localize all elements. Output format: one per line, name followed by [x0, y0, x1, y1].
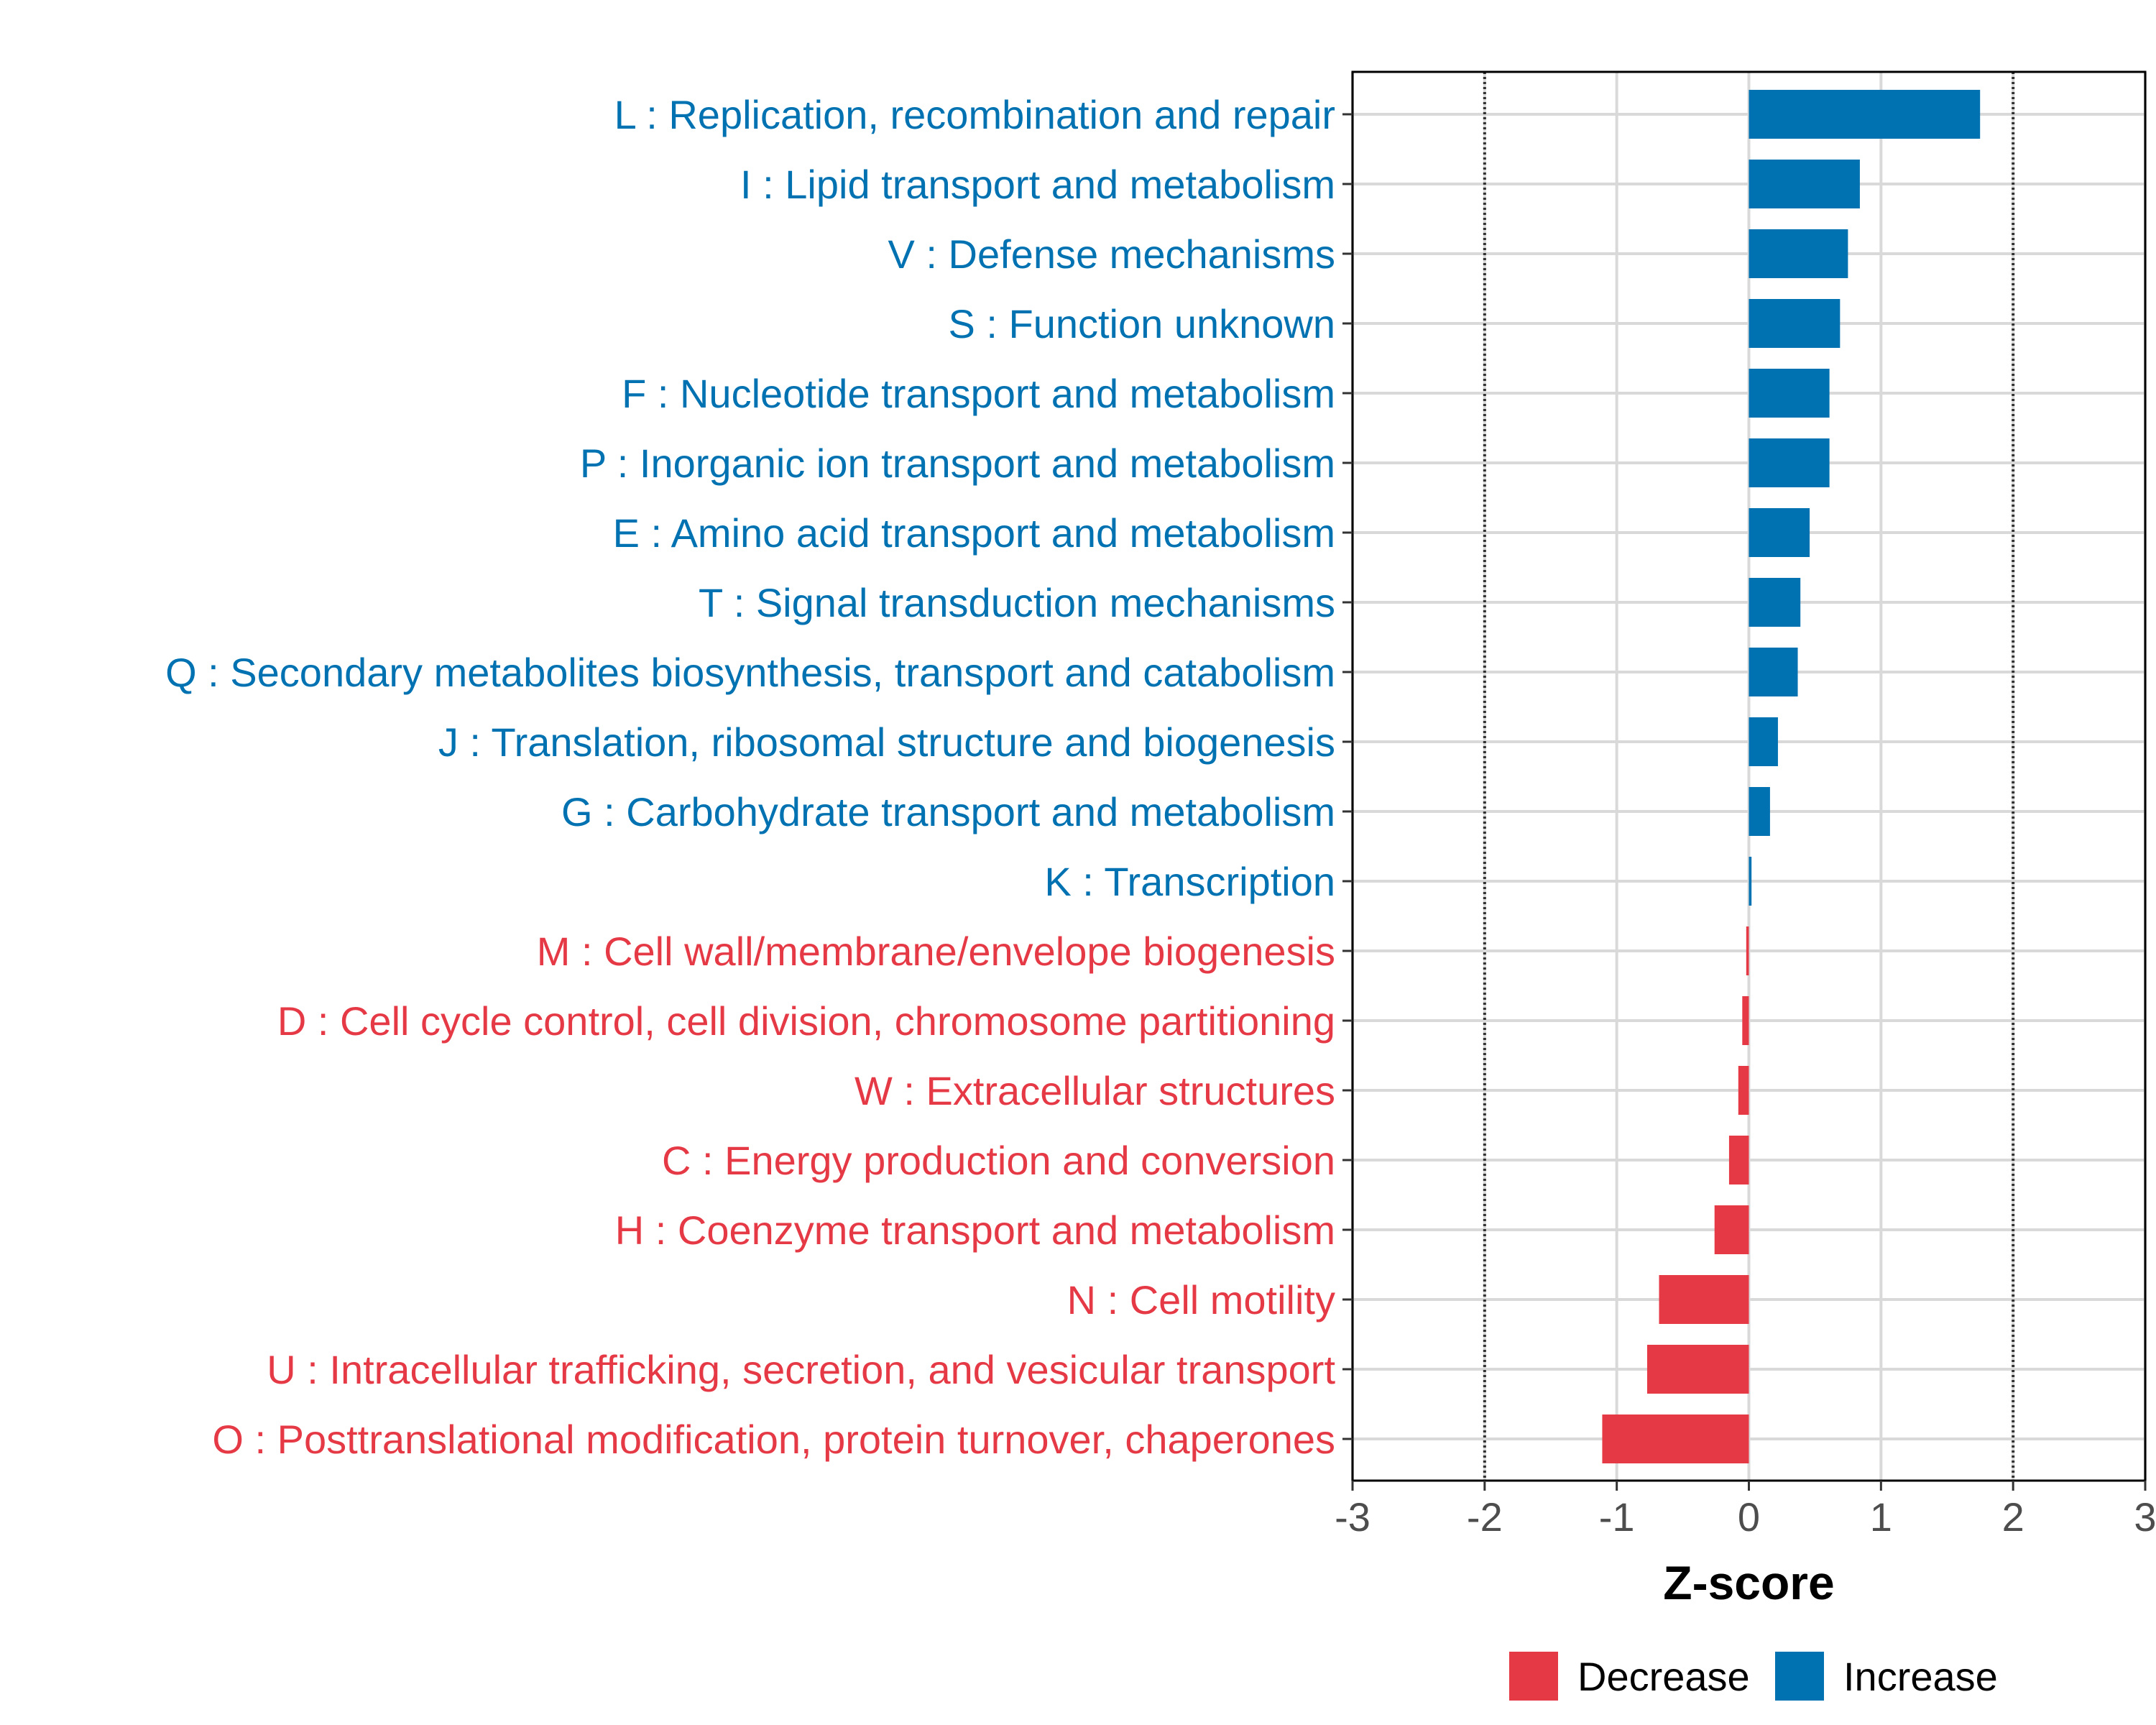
category-label: G : Carbohydrate transport and metabolis…	[561, 789, 1335, 834]
bar	[1746, 926, 1749, 975]
category-label: D : Cell cycle control, cell division, c…	[277, 998, 1335, 1044]
legend-label-decrease: Decrease	[1577, 1654, 1750, 1699]
category-label: T : Signal transduction mechanisms	[699, 580, 1335, 625]
bar	[1749, 717, 1778, 766]
x-tick-label: 0	[1738, 1494, 1760, 1540]
bar	[1749, 90, 1981, 139]
x-tick-label: 3	[2134, 1494, 2156, 1540]
bar	[1659, 1275, 1749, 1324]
bars	[1602, 90, 1981, 1463]
category-label: C : Energy production and conversion	[662, 1138, 1335, 1183]
bar	[1749, 857, 1752, 906]
legend-label-increase: Increase	[1843, 1654, 1998, 1699]
category-label: P : Inorganic ion transport and metaboli…	[580, 441, 1335, 486]
bar	[1749, 578, 1801, 627]
bar	[1738, 1066, 1749, 1115]
reference-lines	[1483, 72, 2015, 1481]
bar	[1742, 996, 1749, 1045]
bar	[1714, 1205, 1749, 1254]
x-tick-label: 1	[1870, 1494, 1892, 1540]
x-axis-title: Z-score	[1663, 1556, 1834, 1609]
category-label: S : Function unknown	[948, 301, 1335, 346]
bar	[1728, 1136, 1749, 1184]
x-axis-ticks	[1351, 1481, 2147, 1491]
bar	[1749, 160, 1860, 208]
category-label: H : Coenzyme transport and metabolism	[615, 1208, 1335, 1253]
legend: Decrease Increase	[1509, 1652, 1998, 1701]
bar	[1749, 648, 1798, 696]
category-label: F : Nucleotide transport and metabolism	[622, 371, 1335, 416]
category-label: E : Amino acid transport and metabolism	[613, 510, 1335, 556]
bar	[1646, 1345, 1749, 1394]
bar	[1749, 229, 1848, 278]
y-axis-labels: L : Replication, recombination and repai…	[165, 92, 1335, 1462]
category-label: V : Defense mechanisms	[888, 231, 1335, 277]
category-label: L : Replication, recombination and repai…	[614, 92, 1335, 137]
bar	[1749, 438, 1830, 487]
legend-swatch-decrease	[1509, 1652, 1558, 1701]
category-label: J : Translation, ribosomal structure and…	[438, 719, 1335, 765]
y-axis-ticks	[1342, 113, 1353, 1440]
category-label: Q : Secondary metabolites biosynthesis, …	[165, 650, 1335, 695]
category-label: K : Transcription	[1044, 859, 1335, 904]
bar	[1749, 369, 1830, 418]
x-tick-label: 2	[2002, 1494, 2024, 1540]
x-axis-labels: -3 -2 -1 0 1 2 3	[1335, 1494, 2156, 1540]
x-tick-label: -1	[1599, 1494, 1635, 1540]
category-label: U : Intracellular trafficking, secretion…	[267, 1347, 1335, 1392]
category-label: W : Extracellular structures	[854, 1068, 1335, 1113]
bar	[1602, 1414, 1749, 1463]
category-label: M : Cell wall/membrane/envelope biogenes…	[537, 929, 1335, 974]
bar	[1749, 508, 1810, 557]
legend-swatch-increase	[1775, 1652, 1824, 1701]
bar	[1749, 299, 1841, 348]
category-label: O : Posttranslational modification, prot…	[212, 1417, 1335, 1462]
x-tick-label: -2	[1467, 1494, 1503, 1540]
category-label: I : Lipid transport and metabolism	[740, 162, 1335, 207]
bar	[1749, 787, 1770, 836]
category-label: N : Cell motility	[1067, 1277, 1335, 1322]
x-tick-label: -3	[1335, 1494, 1370, 1540]
